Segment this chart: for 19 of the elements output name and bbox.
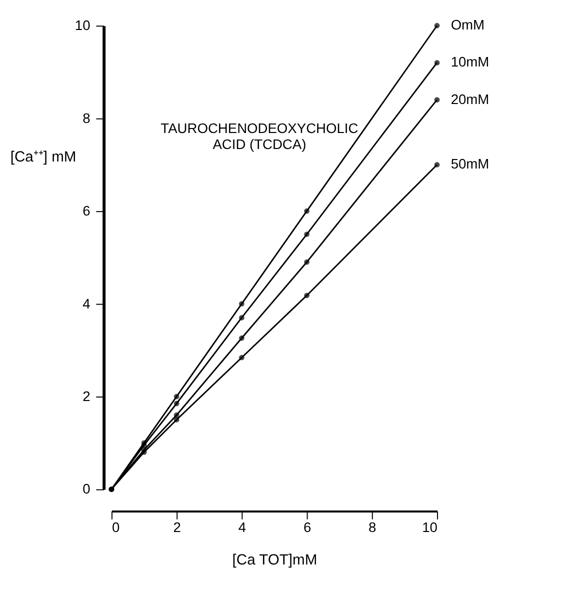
x-tick-label: 10 bbox=[422, 519, 438, 536]
series-label: 20mM bbox=[450, 90, 490, 107]
y-tick-label: 4 bbox=[82, 295, 91, 312]
annotation: TAUROCHENODEOXYCHOLIC ACID (TCDCA) bbox=[160, 120, 358, 152]
x-tick-label: 4 bbox=[238, 519, 246, 536]
x-axis-title: [Ca TOT]mM bbox=[232, 552, 318, 569]
y-tick-label: 8 bbox=[82, 110, 91, 126]
series-label: 50mM bbox=[450, 156, 490, 172]
x-tick-label: 2 bbox=[173, 519, 181, 536]
series-label: OmM bbox=[450, 16, 485, 33]
x-tick-label: 8 bbox=[368, 519, 377, 536]
y-axis-title: [Ca⁺⁺] mM bbox=[10, 149, 76, 166]
y-tick-label: 6 bbox=[82, 202, 91, 219]
x-tick-label: 0 bbox=[112, 519, 120, 536]
series-label: 10mM bbox=[450, 54, 490, 70]
y-tick-label: 2 bbox=[82, 388, 90, 404]
x-tick-label: 6 bbox=[303, 519, 312, 536]
y-tick-label: 0 bbox=[82, 480, 91, 497]
y-tick-label: 10 bbox=[74, 17, 91, 34]
